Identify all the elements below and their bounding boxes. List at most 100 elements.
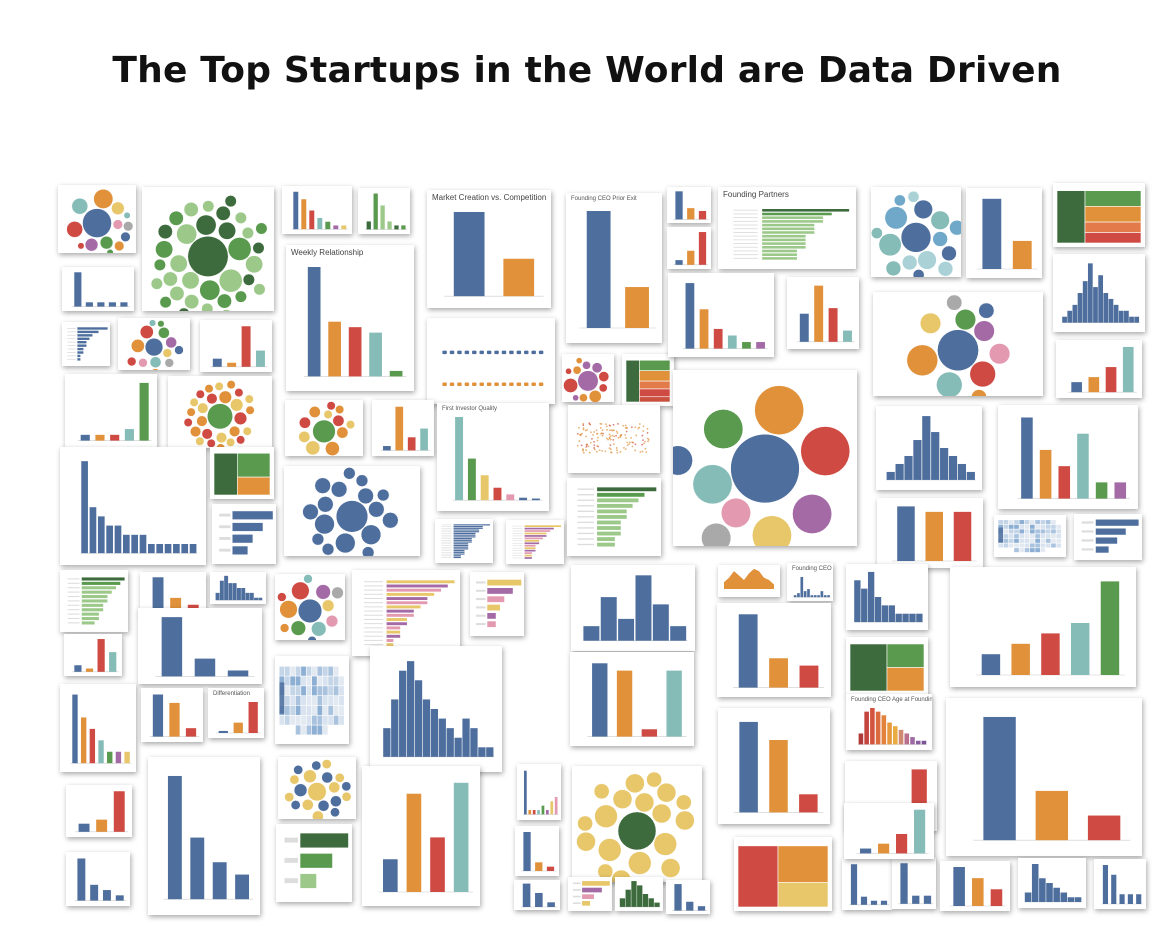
bubble-mark xyxy=(917,250,937,270)
bubble-mark xyxy=(576,831,596,852)
chart-thumbnail xyxy=(148,757,260,915)
thumbnail-graphic xyxy=(672,884,708,911)
chart-thumbnail xyxy=(844,803,934,859)
bar-mark xyxy=(713,328,723,349)
thumbnail-graphic xyxy=(127,319,184,370)
map-region xyxy=(284,705,290,715)
thumbnail-graphic xyxy=(215,575,263,601)
thumbnail-graphic xyxy=(737,845,829,908)
hbar-mark xyxy=(453,538,472,540)
bar-mark xyxy=(80,434,90,441)
bar-mark xyxy=(983,716,1016,841)
bar-mark xyxy=(293,191,299,230)
chart-thumbnail xyxy=(62,322,110,366)
bubble-mark xyxy=(321,599,335,612)
row-label xyxy=(733,257,758,259)
hist-bin xyxy=(1053,887,1060,902)
bar-mark xyxy=(675,260,683,265)
row-label xyxy=(512,542,523,544)
hbar-mark xyxy=(453,553,465,555)
scatter-point xyxy=(639,451,642,453)
row-label xyxy=(364,639,384,641)
chart-thumbnail xyxy=(892,857,936,909)
scatter-point xyxy=(608,424,611,427)
bubble-mark xyxy=(315,584,331,600)
bubble-mark xyxy=(954,309,976,331)
row-label xyxy=(441,557,452,558)
map-region xyxy=(328,705,334,715)
hbar-mark xyxy=(1095,528,1126,535)
row-label xyxy=(219,537,231,540)
dot-mark xyxy=(516,382,522,386)
bubble-mark xyxy=(99,235,114,250)
chart-thumbnail xyxy=(506,520,564,564)
hbar-mark xyxy=(77,337,90,340)
hist-bin xyxy=(1103,293,1109,323)
map-region xyxy=(1019,534,1025,539)
hist-bin xyxy=(219,580,224,601)
dot-mark xyxy=(516,350,522,355)
bar-mark xyxy=(898,729,904,745)
chart-thumbnail xyxy=(568,877,612,911)
bubble-mark xyxy=(204,384,214,394)
row-label xyxy=(67,352,76,353)
map-region xyxy=(317,715,323,725)
hbar-mark xyxy=(597,492,645,497)
bubble-mark xyxy=(195,436,205,446)
hbar-mark xyxy=(386,626,401,630)
thumbnail-graphic xyxy=(215,702,261,734)
chart-thumbnail xyxy=(362,766,480,906)
chart-thumbnail: Market Creation vs. Competition xyxy=(427,190,551,308)
bar-mark xyxy=(74,272,82,307)
bar-mark xyxy=(739,721,758,813)
bubble-mark xyxy=(311,621,327,637)
bar-mark xyxy=(181,543,189,554)
bubble-mark xyxy=(130,338,145,353)
map-region xyxy=(1045,538,1051,543)
hist-bin xyxy=(888,605,895,623)
hbar-mark xyxy=(487,621,496,628)
bar-mark xyxy=(189,543,197,554)
bar-mark xyxy=(923,895,932,904)
hbar-mark xyxy=(524,557,532,559)
dot-mark xyxy=(457,350,462,355)
thumbnail-graphic xyxy=(383,661,495,758)
map-region xyxy=(1051,524,1056,529)
bubble-mark xyxy=(226,437,236,447)
bar-mark xyxy=(915,740,921,745)
bar-mark xyxy=(1127,894,1133,904)
scatter-point xyxy=(612,443,615,446)
bar-mark xyxy=(535,862,543,871)
bar-mark xyxy=(98,740,104,764)
row-label xyxy=(512,557,523,559)
bubble-mark xyxy=(335,405,345,415)
chart-thumbnail xyxy=(1018,858,1086,908)
thumbnail-graphic xyxy=(303,267,407,377)
bar-mark xyxy=(1071,382,1082,393)
map-region-highlight xyxy=(998,527,1004,543)
map-region xyxy=(279,666,285,676)
thumbnail-graphic xyxy=(733,209,850,260)
map-region xyxy=(306,666,312,676)
bubble-mark xyxy=(245,255,264,274)
bar-mark xyxy=(341,225,347,230)
bar-mark xyxy=(389,370,403,377)
bubble-mark xyxy=(66,221,83,238)
bar-mark xyxy=(820,591,824,598)
map-region xyxy=(333,705,339,715)
chart-thumbnail xyxy=(200,320,272,372)
bubble-mark xyxy=(675,794,692,811)
bubble-mark xyxy=(572,394,579,402)
bubble-mark xyxy=(189,397,199,407)
thumbnail-graphic xyxy=(673,232,709,266)
thumbnail-title: Differentiation xyxy=(213,691,250,697)
thumbnail-graphic xyxy=(67,577,125,625)
chart-thumbnail xyxy=(994,515,1066,557)
scatter-point xyxy=(592,434,594,436)
map-region xyxy=(301,676,306,686)
treemap-cell xyxy=(849,643,888,692)
chart-thumbnail xyxy=(946,698,1142,856)
bubble-mark xyxy=(912,269,925,277)
scatter-point xyxy=(593,431,596,433)
bubble-mark xyxy=(303,574,313,584)
